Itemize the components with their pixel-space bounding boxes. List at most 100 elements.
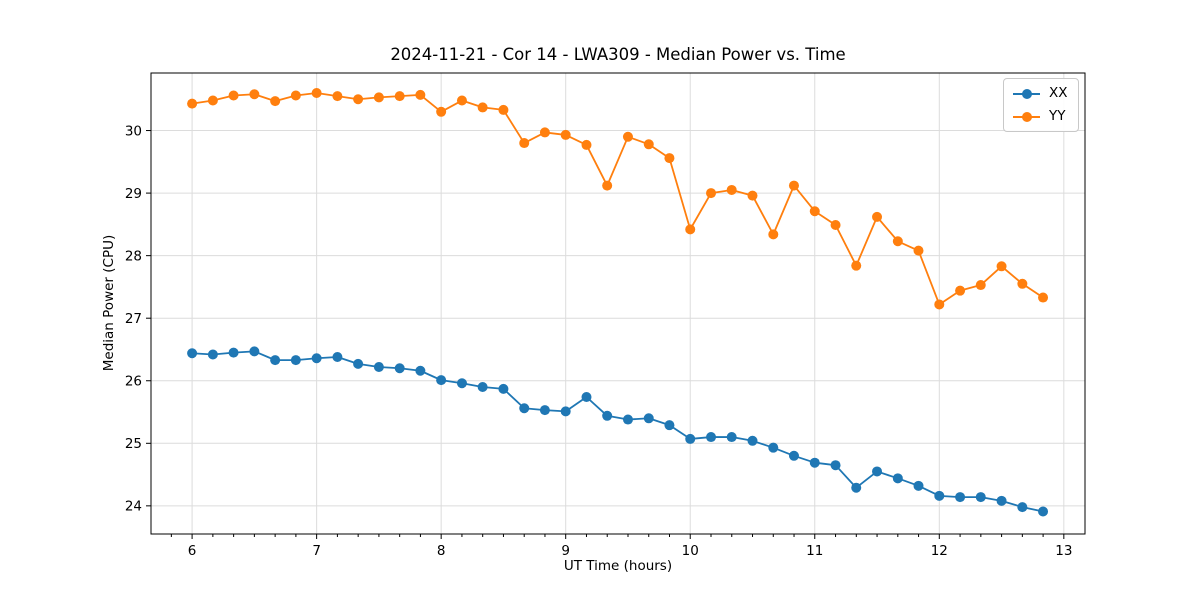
data-point bbox=[1038, 506, 1049, 517]
data-point bbox=[560, 406, 571, 417]
data-point bbox=[1038, 292, 1049, 303]
data-point bbox=[934, 490, 945, 501]
data-point bbox=[415, 365, 426, 376]
data-point bbox=[602, 410, 613, 421]
legend-marker-xx-icon bbox=[1013, 88, 1040, 99]
data-point bbox=[809, 457, 820, 468]
data-point bbox=[332, 351, 343, 362]
x-tick-label: 9 bbox=[561, 543, 570, 559]
legend-label-xx: XX bbox=[1049, 84, 1068, 101]
data-point bbox=[311, 88, 322, 99]
data-point bbox=[187, 98, 198, 109]
data-point bbox=[394, 363, 405, 374]
data-point bbox=[456, 95, 467, 106]
data-point bbox=[643, 139, 654, 150]
data-point bbox=[996, 261, 1007, 272]
chart-title: 2024-11-21 - Cor 14 - LWA309 - Median Po… bbox=[390, 45, 846, 64]
y-tick-label: 28 bbox=[125, 248, 142, 264]
data-point bbox=[394, 91, 405, 102]
data-point bbox=[622, 131, 633, 142]
data-point bbox=[955, 285, 966, 296]
series-yy-line bbox=[191, 92, 1044, 306]
series-xx bbox=[187, 346, 1049, 517]
data-point bbox=[913, 245, 924, 256]
legend: XX YY bbox=[1003, 78, 1079, 132]
data-point bbox=[706, 188, 717, 199]
data-point bbox=[207, 95, 218, 106]
data-point bbox=[851, 482, 862, 493]
data-point bbox=[892, 473, 903, 484]
data-point bbox=[228, 347, 239, 358]
data-point bbox=[581, 139, 592, 150]
x-tick-label: 13 bbox=[1055, 543, 1072, 559]
axis-tick-labels: 6 7 8 9 10 11 12 13 24 25 26 27 28 29 30 bbox=[125, 123, 1073, 559]
data-point bbox=[726, 432, 737, 443]
data-point bbox=[539, 127, 550, 138]
data-point bbox=[851, 260, 862, 271]
y-tick-label: 25 bbox=[125, 436, 142, 452]
data-point bbox=[622, 414, 633, 425]
data-point bbox=[373, 361, 384, 372]
x-tick-label: 7 bbox=[312, 543, 321, 559]
data-point bbox=[1017, 502, 1028, 513]
data-point bbox=[498, 383, 509, 394]
plot-border bbox=[150, 72, 1086, 535]
data-point bbox=[477, 102, 488, 113]
data-point bbox=[187, 348, 198, 359]
data-point bbox=[664, 153, 675, 164]
data-point bbox=[809, 206, 820, 217]
data-point bbox=[477, 382, 488, 393]
data-point bbox=[353, 358, 364, 369]
data-point bbox=[249, 346, 260, 357]
y-tick-label: 26 bbox=[125, 373, 142, 389]
data-point bbox=[768, 442, 779, 453]
data-point bbox=[934, 299, 945, 310]
data-point bbox=[706, 432, 717, 443]
data-point bbox=[436, 375, 447, 386]
data-point bbox=[539, 405, 550, 416]
data-point bbox=[975, 280, 986, 291]
data-point bbox=[415, 89, 426, 100]
data-point bbox=[332, 91, 343, 102]
data-point bbox=[685, 224, 696, 235]
data-point bbox=[913, 480, 924, 491]
data-point bbox=[768, 229, 779, 240]
x-tick-label: 12 bbox=[931, 543, 948, 559]
x-axis-label: UT Time (hours) bbox=[563, 558, 673, 574]
legend-marker-yy-icon bbox=[1013, 111, 1040, 122]
legend-item-yy: YY bbox=[1013, 107, 1068, 126]
data-point bbox=[685, 433, 696, 444]
gridlines bbox=[151, 73, 1085, 534]
data-point bbox=[1017, 278, 1028, 289]
data-point bbox=[664, 420, 675, 431]
data-point bbox=[872, 211, 883, 222]
data-point bbox=[830, 460, 841, 471]
data-point bbox=[311, 353, 322, 364]
series-yy bbox=[187, 88, 1049, 310]
data-point bbox=[436, 106, 447, 117]
x-tick-label: 6 bbox=[188, 543, 197, 559]
data-point bbox=[373, 92, 384, 103]
data-point bbox=[498, 104, 509, 115]
x-tick-label: 10 bbox=[682, 543, 699, 559]
data-point bbox=[456, 378, 467, 389]
data-point bbox=[747, 435, 758, 446]
data-point bbox=[290, 355, 301, 366]
data-point bbox=[270, 355, 281, 366]
data-point bbox=[726, 184, 737, 195]
data-point bbox=[643, 413, 654, 424]
data-point bbox=[228, 90, 239, 101]
data-point bbox=[955, 492, 966, 503]
data-point bbox=[207, 349, 218, 360]
data-point bbox=[249, 89, 260, 100]
data-point bbox=[519, 403, 530, 414]
x-tick-label: 11 bbox=[806, 543, 823, 559]
data-point bbox=[830, 219, 841, 230]
y-tick-label: 30 bbox=[125, 123, 142, 139]
data-point bbox=[602, 180, 613, 191]
y-tick-label: 24 bbox=[125, 499, 142, 515]
legend-label-yy: YY bbox=[1049, 107, 1066, 124]
data-point bbox=[560, 129, 571, 140]
